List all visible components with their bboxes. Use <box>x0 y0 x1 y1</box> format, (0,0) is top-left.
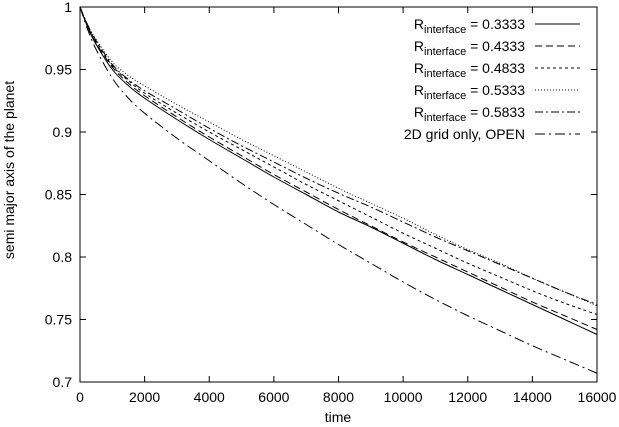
x-tick-label: 10000 <box>384 389 423 405</box>
legend-label-3: Rinterface = 0.4833 <box>414 60 525 80</box>
x-tick-label: 12000 <box>448 389 487 405</box>
y-tick-label: 0.7 <box>53 374 73 390</box>
legend-label-2: Rinterface = 0.4333 <box>414 38 525 58</box>
x-tick-label: 0 <box>76 389 84 405</box>
x-tick-label: 16000 <box>578 389 617 405</box>
x-tick-label: 2000 <box>129 389 160 405</box>
legend-label-4: Rinterface = 0.5333 <box>414 82 525 102</box>
y-axis-label: semi major axis of the planet <box>1 81 17 259</box>
x-tick-label: 4000 <box>194 389 225 405</box>
series-line-6 <box>79 6 598 374</box>
x-axis-label: time <box>325 409 352 425</box>
y-tick-labels: 0.7 0.75 0.8 0.85 0.9 0.95 1 <box>45 0 72 390</box>
y-tick-label: 0.85 <box>45 187 72 203</box>
x-tick-label: 6000 <box>258 389 289 405</box>
legend-label-5: Rinterface = 0.5833 <box>414 104 525 124</box>
legend-label-1: Rinterface = 0.3333 <box>414 16 525 36</box>
y-tick-label: 1 <box>64 0 72 15</box>
series-lines <box>79 6 598 374</box>
x-tick-label: 14000 <box>513 389 552 405</box>
x-tick-label: 8000 <box>323 389 354 405</box>
series-line-4 <box>79 6 598 307</box>
series-line-5 <box>79 6 598 305</box>
series-line-3 <box>79 6 598 315</box>
x-tick-labels: 0 2000 4000 6000 8000 10000 12000 14000 16000 <box>76 389 617 405</box>
y-tick-label: 0.75 <box>45 312 72 328</box>
axis-ticks <box>79 6 598 383</box>
y-tick-label: 0.9 <box>53 124 73 140</box>
y-tick-label: 0.95 <box>45 62 72 78</box>
series-line-1 <box>79 6 598 335</box>
y-tick-label: 0.8 <box>53 249 73 265</box>
legend-label-6: 2D grid only, OPEN <box>404 126 525 142</box>
series-line-2 <box>79 6 598 330</box>
